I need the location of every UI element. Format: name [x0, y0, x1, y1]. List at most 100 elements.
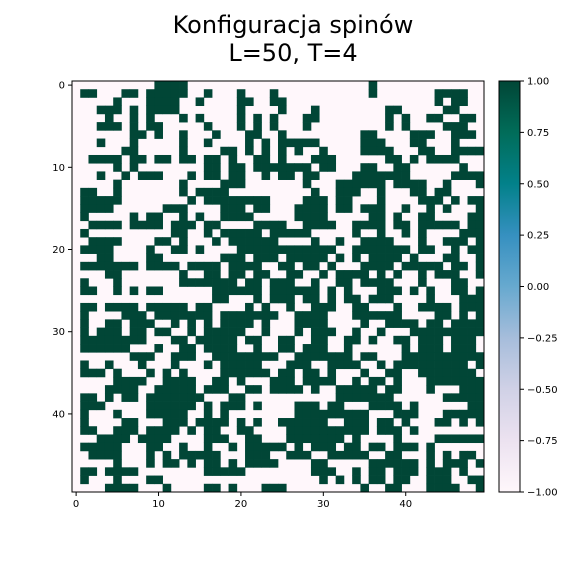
- heatmap-cell: [385, 311, 394, 320]
- heatmap-cell: [442, 302, 452, 312]
- heatmap-cell: [236, 163, 246, 172]
- heatmap-cell: [459, 344, 468, 353]
- heatmap-cell: [393, 434, 402, 444]
- heatmap-cell: [376, 171, 386, 180]
- heatmap-cell: [368, 335, 378, 345]
- heatmap-cell: [475, 418, 485, 427]
- heatmap-cell: [401, 475, 411, 485]
- heatmap-cell: [286, 294, 295, 304]
- heatmap-cell: [310, 409, 320, 419]
- heatmap-cell: [104, 327, 114, 337]
- heatmap-cell: [310, 286, 320, 296]
- heatmap-cell: [319, 245, 328, 254]
- heatmap-cell: [409, 360, 419, 370]
- heatmap-cell: [319, 426, 328, 435]
- y-tick-label: 20: [52, 245, 65, 256]
- heatmap-cell: [146, 89, 155, 98]
- heatmap-cell: [442, 360, 452, 370]
- heatmap-cell: [162, 311, 172, 320]
- heatmap-cell: [220, 187, 229, 197]
- heatmap-cell: [302, 434, 312, 444]
- heatmap-cell: [121, 311, 131, 320]
- heatmap-cell: [80, 204, 89, 213]
- heatmap-cell: [80, 467, 89, 476]
- heatmap-cell: [121, 483, 131, 493]
- heatmap-cell: [212, 376, 221, 386]
- heatmap-cell: [294, 270, 304, 279]
- heatmap-cell: [459, 278, 468, 287]
- heatmap-cell: [203, 163, 213, 172]
- heatmap-cell: [451, 327, 460, 337]
- heatmap-cell: [401, 442, 411, 452]
- heatmap-cell: [327, 154, 337, 164]
- heatmap-cell: [129, 122, 139, 131]
- heatmap-cell: [96, 335, 106, 345]
- heatmap-cell: [368, 459, 378, 468]
- heatmap-cell: [434, 220, 444, 230]
- heatmap-cell: [278, 130, 287, 139]
- heatmap-cell: [475, 270, 485, 279]
- heatmap-cell: [137, 154, 147, 164]
- heatmap-cell: [475, 483, 485, 493]
- heatmap-cell: [212, 385, 221, 394]
- heatmap-cell: [146, 97, 155, 107]
- heatmap-cell: [286, 385, 295, 394]
- heatmap-cell: [179, 352, 188, 361]
- heatmap-cell: [253, 311, 262, 320]
- heatmap-cell: [104, 113, 114, 123]
- heatmap-cell: [88, 450, 98, 460]
- heatmap-cell: [179, 113, 188, 123]
- heatmap-cell: [434, 113, 444, 123]
- heatmap-cell: [475, 261, 485, 271]
- heatmap-cell: [327, 327, 337, 337]
- heatmap-cell: [310, 204, 320, 213]
- x-tick-label: 40: [399, 499, 412, 510]
- heatmap-cell: [195, 450, 205, 460]
- heatmap-cell: [335, 270, 345, 279]
- heatmap-cell: [88, 401, 98, 411]
- heatmap-cell: [121, 89, 131, 98]
- heatmap-cell: [310, 245, 320, 254]
- heatmap-cell: [385, 261, 394, 271]
- heatmap-cell: [401, 122, 411, 131]
- heatmap-cell: [228, 163, 238, 172]
- heatmap-cell: [393, 163, 402, 172]
- heatmap-cell: [146, 105, 155, 115]
- heatmap-cell: [426, 352, 435, 361]
- heatmap-cell: [343, 278, 353, 287]
- heatmap-cell: [352, 467, 361, 476]
- heatmap-cell: [203, 409, 213, 419]
- heatmap-cell: [401, 245, 411, 254]
- heatmap-cell: [475, 179, 485, 189]
- heatmap-cell: [80, 245, 89, 254]
- heatmap-cell: [253, 228, 262, 238]
- heatmap-cell: [187, 319, 196, 328]
- heatmap-cell: [278, 286, 287, 296]
- heatmap-cell: [368, 204, 378, 213]
- heatmap-cell: [253, 253, 262, 263]
- heatmap-cell: [335, 385, 345, 394]
- heatmap-cell: [278, 368, 287, 378]
- heatmap-cell: [442, 368, 452, 378]
- heatmap-cell: [327, 401, 337, 411]
- heatmap-cell: [245, 368, 254, 378]
- heatmap-cell: [203, 327, 213, 337]
- heatmap-cell: [352, 418, 361, 427]
- heatmap-cell: [302, 409, 312, 419]
- heatmap-cell: [154, 426, 163, 435]
- heatmap-cell: [179, 344, 188, 353]
- heatmap-cell: [261, 442, 271, 452]
- heatmap-cell: [368, 352, 378, 361]
- heatmap-cell: [154, 385, 163, 394]
- heatmap-cell: [137, 171, 147, 180]
- heatmap-cell: [335, 409, 345, 419]
- heatmap-cell: [154, 212, 163, 222]
- heatmap-cell: [179, 302, 188, 312]
- heatmap-cell: [261, 253, 271, 263]
- heatmap-cell: [253, 245, 262, 254]
- heatmap-cell: [253, 204, 262, 213]
- heatmap-cell: [220, 335, 229, 345]
- heatmap-cell: [278, 344, 287, 353]
- heatmap-cell: [418, 187, 427, 197]
- heatmap-cell: [451, 483, 460, 493]
